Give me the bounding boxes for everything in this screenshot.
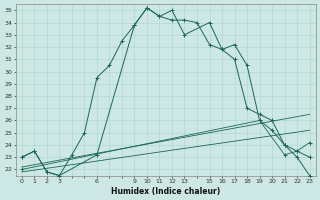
X-axis label: Humidex (Indice chaleur): Humidex (Indice chaleur) [111,187,220,196]
